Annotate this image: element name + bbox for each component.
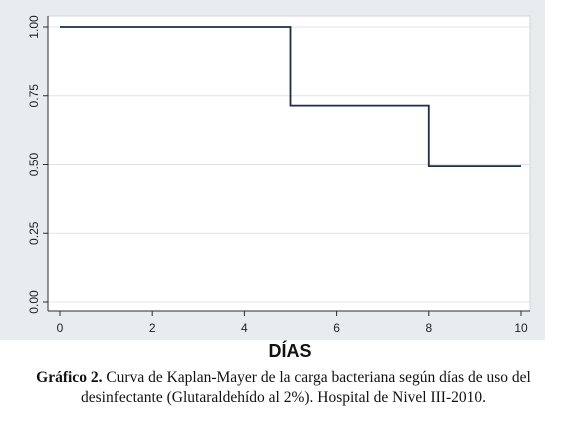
x-tick-label: 6 xyxy=(333,321,340,335)
y-tick-label: 0.75 xyxy=(27,84,41,108)
survival-step-line xyxy=(60,26,521,168)
x-tick-label: 2 xyxy=(149,321,156,335)
caption-lead: Gráfico 2. xyxy=(36,369,103,386)
x-tick-label: 10 xyxy=(514,321,528,335)
x-tick-label: 8 xyxy=(425,321,432,335)
kaplan-meier-chart: 0.00 0.25 0.50 0.75 1.00 0 2 4 6 8 10 DÍAS xyxy=(0,0,545,360)
y-tick-label: 0.00 xyxy=(27,290,41,314)
x-tick-label: 0 xyxy=(57,321,64,335)
y-tick-label: 0.25 xyxy=(27,221,41,245)
chart: 0.00 0.25 0.50 0.75 1.00 0 2 4 6 8 10 DÍAS xyxy=(0,0,545,360)
y-tick-label: 1.00 xyxy=(27,15,41,39)
y-tick-label: 0.50 xyxy=(27,152,41,176)
x-axis-title: DÍAS xyxy=(268,340,311,360)
plot-area xyxy=(47,15,531,312)
caption-text: Curva de Kaplan-Mayer de la carga bacter… xyxy=(80,369,531,406)
x-tick-label: 4 xyxy=(241,321,248,335)
figure-caption: Gráfico 2. Curva de Kaplan-Mayer de la c… xyxy=(10,368,557,408)
